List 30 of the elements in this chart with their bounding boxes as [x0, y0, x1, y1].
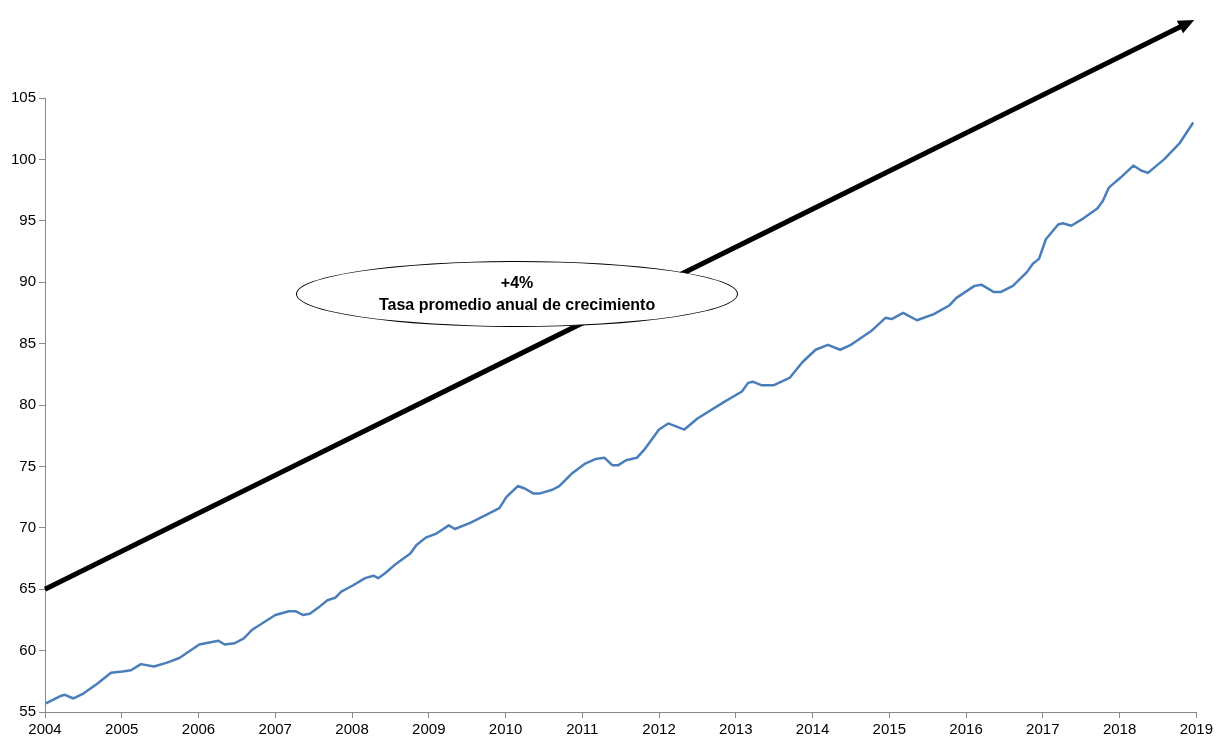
x-tick-label: 2019: [1179, 720, 1213, 738]
annotation: Tasa promedio anual de crecimiento: [378, 295, 656, 316]
x-tick-label: 2015: [872, 720, 906, 738]
x-tick-label: 2007: [258, 720, 292, 738]
x-tick-label: 2009: [412, 720, 446, 738]
y-tick-label: 80: [19, 395, 37, 413]
x-tick-label: 2016: [949, 720, 983, 738]
x-tick-label: 2008: [335, 720, 369, 738]
y-tick-label: 55: [19, 702, 37, 720]
x-tick-label: 2010: [488, 720, 523, 738]
x-tick-label: 2004: [28, 720, 62, 738]
y-tick-label: 85: [19, 333, 37, 351]
x-tick-label: 2014: [795, 720, 830, 738]
x-tick-label: 2006: [181, 720, 216, 738]
annotation: +4%: [500, 273, 534, 294]
x-tick-label: 2011: [566, 720, 599, 738]
x-tick-label: 2012: [642, 720, 676, 738]
y-tick-label: 70: [19, 517, 37, 535]
y-tick-label: 100: [11, 149, 37, 167]
x-tick-label: 2017: [1026, 720, 1060, 738]
callout-ellipse: +4% Tasa promedio anual de crecimiento: [296, 261, 739, 328]
y-tick-label: 75: [19, 456, 37, 474]
x-tick-label: 2013: [719, 720, 753, 738]
x-tick-label: 2018: [1102, 720, 1137, 738]
y-tick-label: 60: [19, 640, 37, 658]
y-tick-label: 65: [19, 579, 37, 597]
y-tick-label: 105: [11, 88, 37, 106]
y-tick-label: 95: [19, 210, 37, 228]
y-tick-label: 90: [19, 272, 37, 290]
x-tick-label: 2005: [105, 720, 139, 738]
